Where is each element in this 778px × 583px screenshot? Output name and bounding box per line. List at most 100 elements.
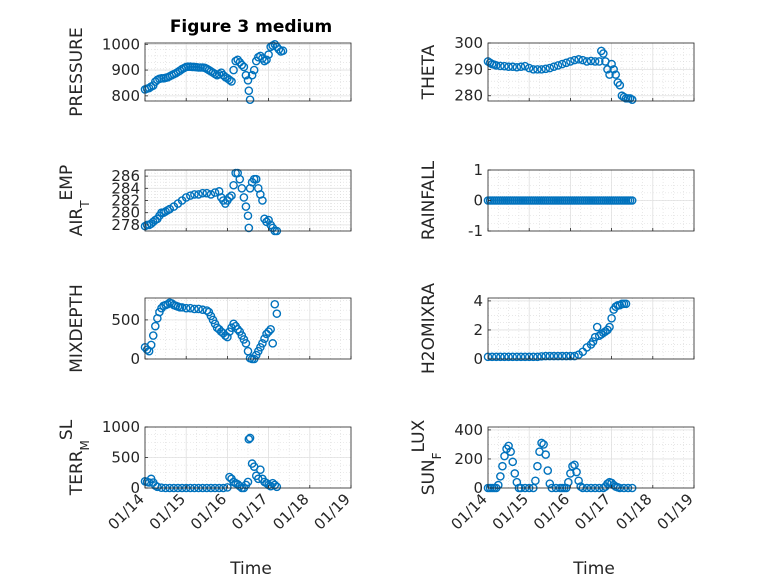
data-point: [274, 45, 284, 54]
data-point: [223, 332, 232, 342]
data-point: [549, 62, 559, 72]
data-point: [150, 321, 160, 331]
x-tick-label: 01/14: [105, 490, 148, 533]
data-point: [229, 180, 238, 190]
x-axis-label-left: Time: [229, 559, 272, 579]
data-point: [512, 62, 522, 72]
data-point: [516, 62, 526, 72]
data-point: [260, 334, 269, 343]
data-point: [270, 480, 280, 490]
data-point: [241, 202, 251, 211]
data-point: [605, 322, 614, 332]
data-point: [237, 60, 247, 70]
data-point: [520, 61, 530, 71]
y-tick-label: 900: [111, 61, 140, 79]
data-point: [244, 434, 254, 444]
y-tick-label: 300: [454, 34, 483, 52]
data-point: [210, 188, 220, 197]
data-point: [564, 477, 573, 487]
y-tick-label: 0: [473, 350, 483, 368]
data-point: [249, 65, 259, 75]
axes-box: [144, 42, 352, 102]
data-point: [557, 59, 567, 69]
y-tick-label: 286: [111, 167, 140, 185]
y-axis-label: H2OMIXRA: [419, 283, 439, 374]
data-point: [491, 352, 501, 362]
data-point: [245, 433, 255, 443]
data-point: [615, 80, 625, 90]
data-point: [251, 174, 261, 184]
data-point: [541, 450, 550, 459]
data-point: [202, 188, 212, 198]
axes-background: [488, 43, 694, 101]
data-point: [272, 309, 282, 318]
y-tick-label: 400: [454, 421, 483, 439]
y-axis-label: THETA: [419, 44, 439, 100]
y-tick-label: 284: [111, 179, 140, 197]
x-tick-label: 01/17: [228, 490, 271, 533]
data-point: [146, 340, 156, 350]
figure-title: Figure 3 medium: [170, 17, 332, 37]
data-point: [264, 50, 273, 59]
data-point: [561, 351, 571, 361]
y-axis-label: PRESSURE: [67, 27, 87, 116]
data-point: [233, 55, 242, 65]
data-point: [258, 54, 267, 63]
y-tick-label: 290: [454, 60, 483, 78]
data-point: [533, 352, 542, 362]
data-point: [549, 351, 559, 361]
x-tick-label: 01/19: [654, 490, 697, 533]
data-point: [529, 352, 538, 362]
data-point: [621, 299, 631, 309]
data-point: [611, 70, 621, 79]
data-point: [566, 57, 575, 66]
data-point: [516, 352, 526, 362]
x-tick-label: 01/16: [530, 490, 573, 533]
data-point: [256, 51, 265, 61]
data-point: [578, 55, 588, 65]
data-point: [574, 476, 583, 486]
x-tick-label: 01/16: [187, 490, 230, 533]
data-point: [244, 86, 254, 95]
data-point: [508, 457, 518, 467]
data-point: [225, 193, 234, 202]
data-point: [541, 64, 550, 74]
data-point: [586, 56, 596, 66]
data-point: [539, 440, 548, 449]
y-tick-label: 500: [111, 449, 140, 467]
data-point: [264, 327, 273, 336]
data-point: [177, 303, 187, 312]
y-tick-label: 200: [454, 450, 483, 468]
data-point: [603, 65, 612, 74]
data-point: [498, 461, 507, 471]
data-point: [496, 352, 505, 362]
data-point: [609, 65, 618, 74]
data-point: [491, 61, 501, 70]
x-tick-label: 01/19: [311, 490, 354, 533]
y-tick-label: 1: [473, 161, 483, 179]
y-tick-label: 1000: [102, 35, 140, 53]
data-point: [520, 352, 530, 362]
y-tick-label: 4: [473, 292, 483, 310]
subplot-5: 0 500 MIXDEPTH: [67, 284, 352, 373]
x-tick-label: 01/15: [146, 490, 189, 533]
axes-box: [487, 297, 695, 360]
data-point: [270, 299, 280, 309]
data-point: [570, 55, 579, 65]
data-point: [243, 76, 253, 85]
data-point: [508, 352, 518, 362]
y-tick-label: 280: [111, 204, 140, 222]
data-point: [545, 351, 555, 361]
data-point: [258, 339, 267, 348]
data-point: [566, 351, 575, 361]
data-point: [588, 337, 598, 346]
data-point: [163, 299, 172, 309]
data-point: [607, 59, 616, 69]
data-point: [190, 304, 199, 314]
data-point: [239, 193, 249, 202]
data-point: [533, 461, 542, 471]
data-point: [531, 476, 540, 486]
data-point: [533, 65, 542, 74]
